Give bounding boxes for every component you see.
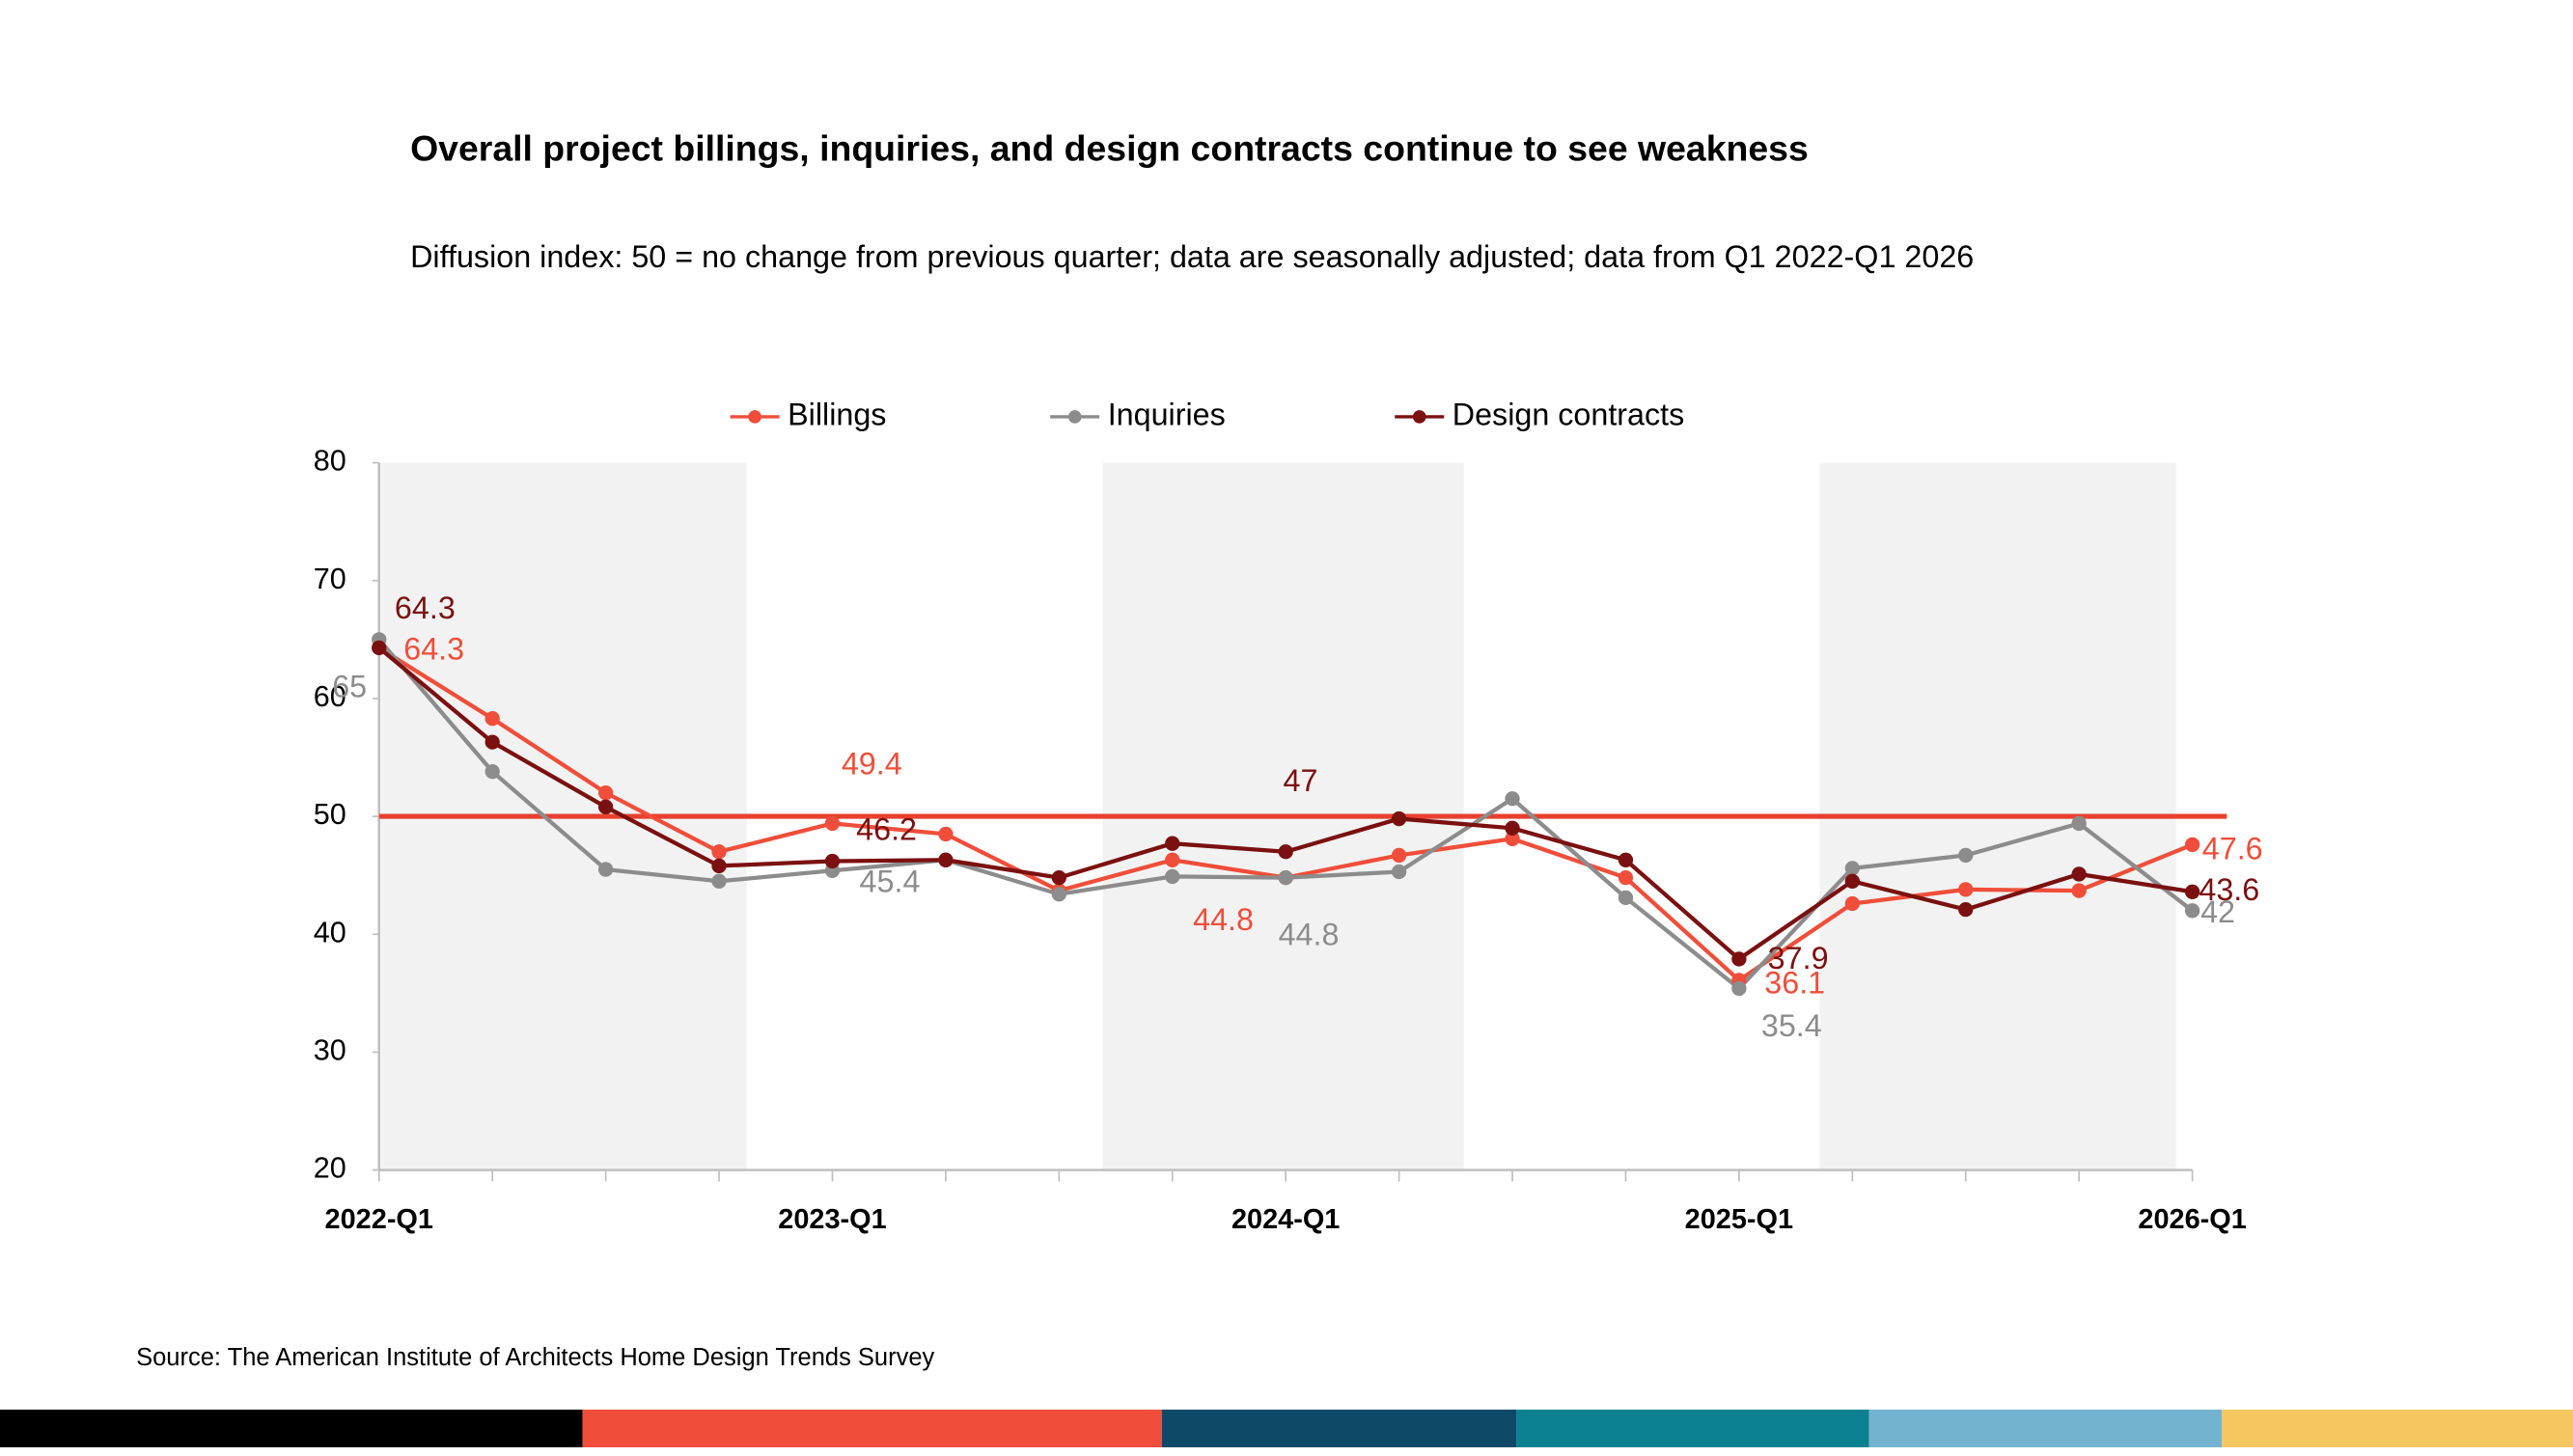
data-point [2071,815,2087,832]
legend-marker [1067,410,1082,424]
data-label: 47 [1284,763,1318,798]
data-point [1165,868,1180,885]
x-tick-label: 2026-Q1 [2138,1204,2246,1235]
color-bar [1516,1409,1869,1448]
y-tick-label: 50 [314,798,346,831]
data-label: 35.4 [1761,1008,1822,1043]
data-point [2184,903,2200,919]
data-point [2184,837,2200,853]
data-point [1505,791,1520,807]
color-bar [2222,1409,2573,1448]
data-label: 44.8 [1193,902,1254,937]
data-label: 42 [2200,894,2235,929]
chart-subtitle: Diffusion index: 50 = no change from pre… [410,241,1975,276]
data-point [824,815,841,832]
data-point [372,640,387,656]
y-tick-label: 80 [314,445,346,478]
data-point [1844,861,1860,876]
chart-title: Overall project billings, inquiries, and… [410,127,1809,168]
data-point [1844,895,1860,912]
data-point [597,799,614,814]
data-label: 43.6 [2199,872,2259,907]
data-label: 45.4 [860,864,921,898]
legend-label: Inquiries [1108,398,1226,432]
data-point [711,873,727,889]
data-label: 65 [332,669,367,703]
color-bar [1161,1409,1517,1448]
data-point [2184,884,2200,899]
data-point [1618,869,1634,886]
data-point [1391,864,1407,880]
data-point [1165,836,1180,851]
data-point [1958,882,1974,897]
data-point [711,858,727,874]
legend-marker [748,410,761,424]
data-label: 36.1 [1764,966,1825,1001]
color-bar [0,1409,583,1448]
data-point [1051,887,1066,902]
data-point [1391,847,1407,864]
data-label: 47.6 [2202,832,2263,866]
x-tick-label: 2022-Q1 [325,1204,433,1235]
legend-label: Billings [788,398,886,432]
data-label: 64.3 [403,631,464,666]
data-point [597,785,614,801]
y-tick-label: 40 [314,916,346,948]
data-point [1618,852,1634,867]
data-point [1731,980,1747,997]
data-point [2071,883,2087,898]
data-point [1165,852,1180,867]
x-tick-label: 2024-Q1 [1231,1204,1340,1235]
data-point [1958,847,1974,864]
data-label: 64.3 [395,591,456,625]
data-point [1958,901,1974,918]
data-point [1844,873,1860,889]
data-label: 37.9 [1768,941,1829,975]
data-point [824,853,841,869]
legend-marker [1412,410,1426,424]
data-label: 44.8 [1279,917,1340,951]
data-point [938,826,954,842]
data-point [1731,951,1747,967]
y-tick-label: 60 [314,680,346,713]
data-label: 46.2 [856,811,917,846]
data-point [1278,869,1293,886]
data-point [1505,831,1520,846]
data-label: 49.4 [842,746,902,781]
y-tick-label: 20 [314,1152,346,1185]
x-tick-label: 2025-Q1 [1685,1204,1793,1235]
x-tick-label: 2023-Q1 [778,1204,886,1235]
data-point [1278,844,1293,860]
data-point [1391,810,1407,827]
data-point [484,764,500,780]
data-point [1505,820,1520,836]
data-point [938,852,954,867]
source: Source: The American Institute of Archit… [136,1344,934,1371]
data-point [484,711,500,727]
legend-label: Design contracts [1452,398,1685,432]
color-bar [1868,1409,2223,1448]
y-tick-label: 70 [314,563,346,595]
color-bar [582,1409,1162,1448]
data-point [1051,869,1066,886]
data-point [484,734,500,750]
data-point [1618,890,1634,906]
y-tick-label: 30 [314,1034,346,1067]
data-point [711,844,727,860]
data-point [2071,866,2087,882]
data-point [597,862,614,877]
